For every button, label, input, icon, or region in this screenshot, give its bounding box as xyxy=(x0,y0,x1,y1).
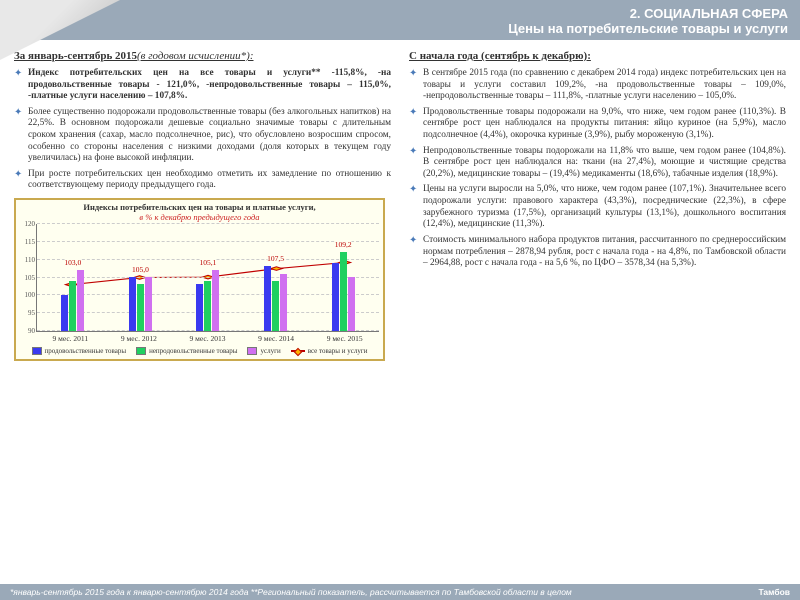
chart-x-labels: 9 мес. 20119 мес. 20129 мес. 20139 мес. … xyxy=(36,334,379,343)
diamond-icon: ✦ xyxy=(409,107,423,142)
right-bullet-4: ✦Цены на услуги выросли на 5,0%, что ниж… xyxy=(409,184,786,230)
right-title: С начала года (сентябрь к декабрю): xyxy=(409,50,786,62)
page-footer: *январь-сентябрь 2015 года к январю-сент… xyxy=(0,584,800,600)
right-p1: В сентябре 2015 года (по сравнению с дек… xyxy=(423,68,786,103)
left-bullet-2: ✦Более существенно подорожали продовольс… xyxy=(14,107,391,165)
left-bullet-3: ✦При росте потребительских цен необходим… xyxy=(14,169,391,192)
right-p3: Непродовольственные товары подорожали на… xyxy=(423,146,786,181)
diamond-icon: ✦ xyxy=(14,169,28,192)
left-title-ital: (в годовом исчислении*): xyxy=(137,50,253,62)
chart-title: Индексы потребительских цен на товары и … xyxy=(20,202,379,212)
right-bullet-3: ✦Непродовольственные товары подорожали н… xyxy=(409,146,786,181)
chart-subtitle: в % к декабрю предыдущего года xyxy=(20,212,379,222)
chart-container: Индексы потребительских цен на товары и … xyxy=(14,198,385,361)
left-title: За январь-сентябрь 2015(в годовом исчисл… xyxy=(14,50,391,62)
left-title-main: За январь-сентябрь 2015 xyxy=(14,50,137,62)
chart-y-axis: 9095100105110115120 xyxy=(21,224,37,331)
right-p4: Цены на услуги выросли на 5,0%, что ниже… xyxy=(423,184,786,230)
diamond-icon: ✦ xyxy=(409,146,423,181)
diamond-icon: ✦ xyxy=(14,68,28,103)
left-p2: Более существенно подорожали продовольст… xyxy=(28,107,391,165)
page-header: 2. СОЦИАЛЬНАЯ СФЕРА Цены на потребительс… xyxy=(0,0,800,40)
left-p3: При росте потребительских цен необходимо… xyxy=(28,169,391,192)
main-content: За январь-сентябрь 2015(в годовом исчисл… xyxy=(0,40,800,361)
left-column: За январь-сентябрь 2015(в годовом исчисл… xyxy=(14,46,391,361)
left-bullet-1: ✦Индекс потребительских цен на все товар… xyxy=(14,68,391,103)
diamond-icon: ✦ xyxy=(409,68,423,103)
footer-note: *январь-сентябрь 2015 года к январю-сент… xyxy=(10,587,572,597)
chart-plot-area: 9095100105110115120 103,0105,0105,1107,5… xyxy=(36,224,379,332)
diamond-icon: ✦ xyxy=(409,235,423,270)
right-bullet-1: ✦В сентябре 2015 года (по сравнению с де… xyxy=(409,68,786,103)
left-p1: Индекс потребительских цен на все товары… xyxy=(28,68,391,103)
right-column: С начала года (сентябрь к декабрю): ✦В с… xyxy=(409,46,786,361)
diamond-icon: ✦ xyxy=(409,184,423,230)
right-p5: Стоимость минимального набора продуктов … xyxy=(423,235,786,270)
chart-legend: продовольственные товарынепродовольствен… xyxy=(20,347,379,355)
diamond-icon: ✦ xyxy=(14,107,28,165)
right-bullet-2: ✦Продовольственные товары подорожали на … xyxy=(409,107,786,142)
right-p2: Продовольственные товары подорожали на 9… xyxy=(423,107,786,142)
header-line2: Цены на потребительские товары и услуги xyxy=(12,21,788,36)
header-line1: 2. СОЦИАЛЬНАЯ СФЕРА xyxy=(12,6,788,21)
right-bullet-5: ✦Стоимость минимального набора продуктов… xyxy=(409,235,786,270)
footer-city: Тамбов xyxy=(758,587,790,597)
